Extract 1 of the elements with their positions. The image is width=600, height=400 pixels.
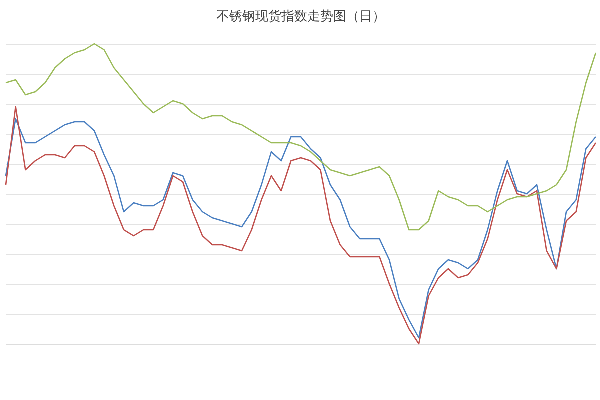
chart-title: 不锈钢现货指数走势图（日） (216, 9, 386, 24)
